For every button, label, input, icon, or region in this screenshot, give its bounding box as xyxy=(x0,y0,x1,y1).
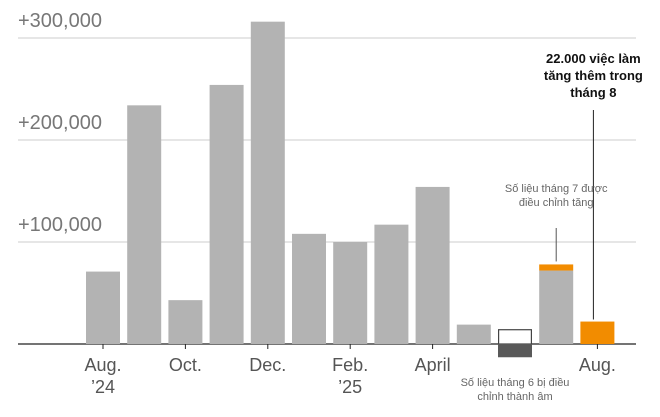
bar xyxy=(209,84,244,345)
y-tick-label: +100,000 xyxy=(18,214,102,236)
y-tick-label: +300,000 xyxy=(18,10,102,32)
x-tick-label: Dec. xyxy=(249,355,287,375)
x-tick-label: April xyxy=(414,355,451,375)
bar xyxy=(539,264,574,271)
bar xyxy=(333,242,368,344)
bar xyxy=(86,271,120,344)
bar xyxy=(292,233,326,344)
x-tick-label: Aug. xyxy=(578,355,616,375)
bar xyxy=(168,300,203,344)
bar xyxy=(498,344,532,358)
bar xyxy=(127,105,162,344)
bar xyxy=(456,324,491,344)
x-tick-label: Feb. ’25 xyxy=(332,355,369,397)
x-tick-label: Oct. xyxy=(168,355,202,375)
bar xyxy=(250,21,285,345)
bar xyxy=(539,270,574,344)
bar xyxy=(580,321,615,344)
annotation: Số liệu tháng 7 được điều chỉnh tăng xyxy=(504,183,608,209)
bar xyxy=(415,186,450,344)
y-tick-label: +200,000 xyxy=(18,112,102,134)
x-tick-label: Aug. ’24 xyxy=(84,355,122,397)
bar xyxy=(374,224,409,344)
annotation: Số liệu tháng 6 bị điều chỉnh thành âm xyxy=(460,377,570,403)
annotation: 22.000 việc làm tăng thêm trong tháng 8 xyxy=(543,51,643,100)
bar xyxy=(498,329,533,345)
